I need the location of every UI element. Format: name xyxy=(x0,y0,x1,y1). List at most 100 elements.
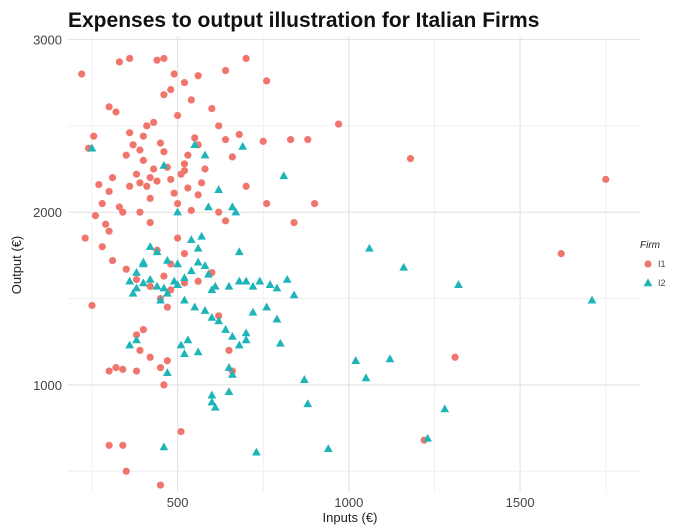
data-point-i2 xyxy=(193,243,203,252)
data-point-i1 xyxy=(160,54,168,63)
data-point-i2 xyxy=(210,402,220,411)
data-point-i1 xyxy=(95,180,103,189)
data-point-i2 xyxy=(265,280,275,288)
data-point-i1 xyxy=(136,346,144,354)
x-axis-label: Inputs (€) xyxy=(323,510,378,525)
data-point-i1 xyxy=(311,199,319,208)
data-point-i1 xyxy=(108,174,117,182)
data-point-i2 xyxy=(180,273,189,282)
data-point-i2 xyxy=(279,171,289,180)
data-point-i2 xyxy=(228,202,237,211)
data-point-i2 xyxy=(248,281,258,290)
data-point-i2 xyxy=(180,349,189,358)
data-point-i2 xyxy=(159,442,169,451)
data-point-i1 xyxy=(105,187,113,196)
data-point-i2 xyxy=(190,302,200,311)
data-point-i2 xyxy=(200,306,210,314)
data-point-i1 xyxy=(108,256,117,265)
data-point-i1 xyxy=(132,275,141,284)
data-point-i1 xyxy=(259,137,267,145)
data-point-i1 xyxy=(263,77,271,85)
data-point-i1 xyxy=(174,111,182,120)
data-point-i1 xyxy=(160,272,168,280)
data-point-i2 xyxy=(252,447,261,456)
data-point-i2 xyxy=(231,207,241,216)
data-point-i1 xyxy=(208,104,216,113)
data-point-i1 xyxy=(167,85,175,94)
data-point-i1 xyxy=(184,184,192,192)
data-point-i2 xyxy=(224,363,234,371)
data-point-i1 xyxy=(215,122,223,130)
data-point-i2 xyxy=(145,242,155,250)
data-point-i2 xyxy=(241,335,251,344)
data-point-i1 xyxy=(112,364,120,372)
data-point-i2 xyxy=(190,140,200,149)
data-point-i2 xyxy=(228,369,237,378)
data-point-i2 xyxy=(200,261,210,269)
data-point-i2 xyxy=(132,268,141,276)
data-point-i1 xyxy=(90,132,98,140)
data-point-i2 xyxy=(255,276,265,285)
y-axis-ticks: 1000 2000 3000 xyxy=(33,32,62,392)
data-point-i2 xyxy=(399,262,409,271)
data-point-i1 xyxy=(201,165,209,173)
data-point-i1 xyxy=(105,367,113,375)
data-point-i1 xyxy=(81,234,89,242)
data-point-i1 xyxy=(287,136,295,144)
data-point-i2 xyxy=(361,373,371,382)
data-point-i1 xyxy=(153,177,161,185)
data-point-i2 xyxy=(221,325,230,333)
data-point-i1 xyxy=(150,165,158,173)
legend-marker-i2 xyxy=(643,278,653,287)
data-point-i2 xyxy=(152,281,162,290)
data-point-i2 xyxy=(224,281,234,290)
data-point-i1 xyxy=(156,364,165,372)
data-point-i2 xyxy=(162,255,172,264)
data-point-i1 xyxy=(194,191,202,199)
legend-label-i1: I1 xyxy=(658,259,666,269)
data-point-i1 xyxy=(334,120,343,128)
data-point-i1 xyxy=(119,365,127,373)
data-point-i1 xyxy=(184,151,192,159)
data-point-i2 xyxy=(454,280,463,288)
data-point-i2 xyxy=(299,375,309,383)
data-point-i1 xyxy=(170,70,178,78)
data-point-i1 xyxy=(122,151,130,159)
data-point-i1 xyxy=(156,481,165,489)
data-point-i1 xyxy=(105,227,113,235)
data-point-i1 xyxy=(263,199,271,208)
data-point-i2 xyxy=(262,302,272,311)
data-point-i2 xyxy=(207,285,217,294)
data-point-i2 xyxy=(186,266,196,275)
data-point-i2 xyxy=(241,328,251,337)
legend: Firm I1 I2 xyxy=(640,240,666,288)
data-point-i1 xyxy=(180,279,189,287)
data-point-i2 xyxy=(214,185,224,193)
data-point-i1 xyxy=(146,194,154,202)
data-point-i1 xyxy=(221,136,230,144)
data-point-i2 xyxy=(128,288,138,297)
data-point-i1 xyxy=(160,148,168,156)
data-point-i1 xyxy=(225,346,233,354)
data-point-i1 xyxy=(126,54,134,63)
data-point-i1 xyxy=(170,189,178,197)
legend-title: Firm xyxy=(640,240,660,251)
data-point-i1 xyxy=(174,234,182,242)
data-point-i1 xyxy=(221,217,230,225)
data-point-i2 xyxy=(152,247,162,256)
data-point-i2 xyxy=(385,354,395,363)
data-point-i2 xyxy=(193,257,203,266)
data-point-i1 xyxy=(215,208,223,216)
x-tick-label: 500 xyxy=(167,495,189,510)
data-point-i2 xyxy=(193,347,203,356)
data-point-i1 xyxy=(163,303,171,311)
y-tick-label: 2000 xyxy=(33,205,62,220)
y-tick-label: 3000 xyxy=(33,32,62,47)
data-point-i2 xyxy=(176,340,186,349)
data-point-i2 xyxy=(224,387,234,396)
data-point-i2 xyxy=(241,276,251,285)
data-point-i2 xyxy=(234,276,244,285)
data-point-i2 xyxy=(138,278,148,287)
legend-marker-i1 xyxy=(644,260,652,268)
data-point-i1 xyxy=(194,72,202,80)
